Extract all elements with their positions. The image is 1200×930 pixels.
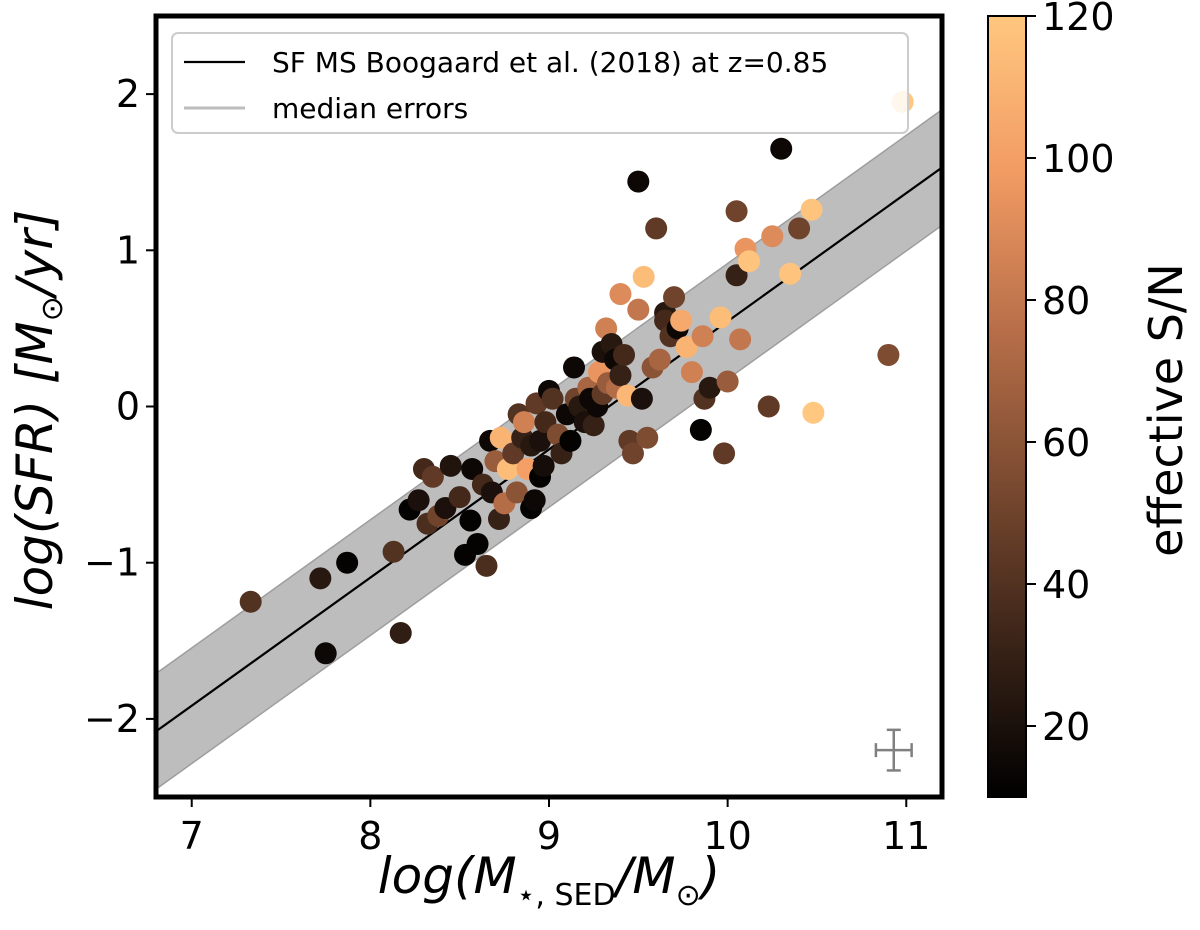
data-point bbox=[466, 532, 489, 555]
legend-box bbox=[171, 32, 909, 134]
data-point bbox=[788, 217, 811, 240]
legend-label-median-errors: median errors bbox=[272, 92, 468, 125]
colorbar-tick-label: 100 bbox=[1042, 137, 1115, 181]
data-point bbox=[609, 364, 632, 387]
data-point bbox=[448, 486, 471, 509]
legend-label-main-sequence: SF MS Boogaard et al. (2018) at z=0.85 bbox=[272, 46, 828, 79]
y-axis: −2 −1 0 1 2 bbox=[84, 72, 156, 741]
colorbar-tick-label: 60 bbox=[1042, 421, 1090, 465]
median-error-bar bbox=[874, 728, 913, 772]
data-point bbox=[663, 286, 686, 309]
data-point bbox=[725, 264, 748, 287]
colorbar-tick-label: 80 bbox=[1042, 279, 1090, 323]
data-point bbox=[670, 309, 693, 332]
data-point bbox=[309, 567, 332, 590]
x-tick-label: 10 bbox=[703, 814, 751, 858]
data-point bbox=[621, 442, 644, 465]
data-point bbox=[389, 621, 412, 644]
data-point bbox=[680, 361, 703, 384]
data-point bbox=[738, 250, 761, 273]
data-point bbox=[716, 370, 739, 393]
data-point bbox=[648, 348, 671, 371]
data-point bbox=[475, 554, 498, 577]
y-tick-label: 1 bbox=[116, 228, 140, 272]
data-point bbox=[314, 642, 337, 665]
data-point bbox=[627, 298, 650, 321]
y-tick-label: 0 bbox=[116, 385, 140, 429]
data-point bbox=[489, 426, 512, 449]
x-tick-label: 11 bbox=[882, 814, 930, 858]
x-tick-label: 8 bbox=[358, 814, 382, 858]
x-tick-label: 7 bbox=[180, 814, 204, 858]
x-axis-label: log(M⋆, SED/M⊙) bbox=[378, 847, 720, 913]
colorbar-label: effective S/N bbox=[1139, 263, 1193, 557]
data-point bbox=[523, 489, 546, 512]
colorbar-tick-label: 120 bbox=[1042, 0, 1115, 39]
data-point bbox=[382, 540, 405, 563]
data-point bbox=[505, 481, 528, 504]
data-point bbox=[636, 426, 659, 449]
data-point bbox=[459, 509, 482, 532]
data-point bbox=[713, 442, 736, 465]
data-point bbox=[800, 198, 823, 221]
data-point bbox=[421, 465, 444, 488]
data-point bbox=[877, 343, 900, 366]
data-point bbox=[630, 387, 653, 410]
data-point bbox=[407, 489, 430, 512]
data-point bbox=[632, 265, 655, 288]
colorbar-tick-label: 20 bbox=[1042, 705, 1090, 749]
y-tick-label: 2 bbox=[116, 72, 140, 116]
colorbar-ticks: 20 40 60 80 100 120 bbox=[1026, 0, 1115, 749]
data-point bbox=[532, 454, 555, 477]
data-point bbox=[529, 429, 552, 452]
data-point bbox=[336, 551, 359, 574]
x-tick-label: 9 bbox=[537, 814, 561, 858]
data-point bbox=[439, 454, 462, 477]
data-point bbox=[613, 343, 636, 366]
y-tick-label: −2 bbox=[84, 697, 140, 741]
data-point bbox=[239, 590, 262, 613]
plot-area bbox=[156, 90, 942, 791]
data-point bbox=[709, 306, 732, 329]
data-point bbox=[609, 283, 632, 306]
legend: SF MS Boogaard et al. (2018) at z=0.85 m… bbox=[171, 32, 909, 134]
data-point bbox=[691, 325, 714, 348]
data-point bbox=[675, 336, 698, 359]
colorbar-tick-label: 40 bbox=[1042, 563, 1090, 607]
data-point bbox=[761, 225, 784, 248]
data-point bbox=[689, 418, 712, 441]
colorbar: 20 40 60 80 100 120 effective S/N bbox=[987, 0, 1193, 798]
data-point bbox=[698, 376, 721, 399]
data-point bbox=[461, 457, 484, 480]
data-points bbox=[239, 90, 914, 665]
y-axis-label: log(SFR) [M⊙/yr] bbox=[6, 210, 70, 611]
colorbar-gradient bbox=[987, 15, 1027, 798]
data-point bbox=[582, 414, 605, 437]
data-point bbox=[512, 411, 535, 434]
data-point bbox=[725, 200, 748, 223]
data-point bbox=[729, 328, 752, 351]
main-sequence-line bbox=[156, 166, 942, 733]
x-axis: 7 8 9 10 11 bbox=[180, 797, 930, 858]
data-point bbox=[627, 170, 650, 193]
data-point bbox=[645, 217, 668, 240]
data-point bbox=[541, 387, 564, 410]
data-point bbox=[770, 137, 793, 160]
data-point bbox=[802, 401, 825, 424]
data-point bbox=[563, 356, 586, 379]
y-tick-label: −1 bbox=[84, 541, 140, 585]
data-point bbox=[559, 429, 582, 452]
data-point bbox=[757, 395, 780, 418]
data-point bbox=[779, 262, 802, 285]
